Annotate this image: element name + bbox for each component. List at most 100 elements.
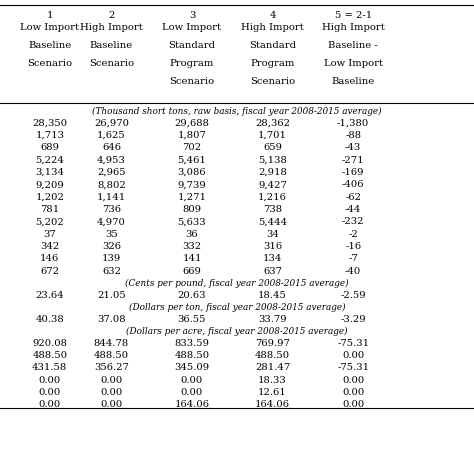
Text: 139: 139 bbox=[102, 255, 121, 264]
Text: 0.00: 0.00 bbox=[342, 351, 364, 360]
Text: 332: 332 bbox=[182, 242, 201, 251]
Text: 3,086: 3,086 bbox=[178, 168, 206, 177]
Text: Baseline -: Baseline - bbox=[328, 41, 378, 50]
Text: 1,216: 1,216 bbox=[258, 193, 287, 202]
Text: 21.05: 21.05 bbox=[97, 291, 126, 300]
Text: -88: -88 bbox=[345, 131, 361, 140]
Text: 12.61: 12.61 bbox=[258, 388, 287, 397]
Text: 18.33: 18.33 bbox=[258, 376, 287, 385]
Text: Baseline: Baseline bbox=[90, 41, 133, 50]
Text: 164.06: 164.06 bbox=[255, 401, 290, 410]
Text: High Import: High Import bbox=[322, 23, 384, 32]
Text: -232: -232 bbox=[342, 218, 365, 227]
Text: 3: 3 bbox=[189, 11, 195, 20]
Text: -62: -62 bbox=[345, 193, 361, 202]
Text: 28,362: 28,362 bbox=[255, 119, 290, 128]
Text: 844.78: 844.78 bbox=[94, 339, 129, 348]
Text: 9,427: 9,427 bbox=[258, 181, 287, 190]
Text: 34: 34 bbox=[266, 230, 279, 239]
Text: 0.00: 0.00 bbox=[181, 388, 203, 397]
Text: -1,380: -1,380 bbox=[337, 119, 369, 128]
Text: 0.00: 0.00 bbox=[181, 376, 203, 385]
Text: 669: 669 bbox=[182, 267, 201, 276]
Text: 316: 316 bbox=[263, 242, 282, 251]
Text: 326: 326 bbox=[102, 242, 121, 251]
Text: 488.50: 488.50 bbox=[255, 351, 290, 360]
Text: 702: 702 bbox=[182, 144, 201, 153]
Text: 488.50: 488.50 bbox=[32, 351, 67, 360]
Text: 659: 659 bbox=[263, 144, 282, 153]
Text: (Dollars per acre, fiscal year 2008-2015 average): (Dollars per acre, fiscal year 2008-2015… bbox=[126, 327, 348, 336]
Text: 26,970: 26,970 bbox=[94, 119, 129, 128]
Text: Scenario: Scenario bbox=[250, 77, 295, 86]
Text: High Import: High Import bbox=[80, 23, 143, 32]
Text: 431.58: 431.58 bbox=[32, 364, 67, 373]
Text: -271: -271 bbox=[342, 156, 365, 165]
Text: -44: -44 bbox=[345, 205, 361, 214]
Text: 769.97: 769.97 bbox=[255, 339, 290, 348]
Text: 40.38: 40.38 bbox=[36, 315, 64, 324]
Text: Scenario: Scenario bbox=[169, 77, 215, 86]
Text: Standard: Standard bbox=[168, 41, 216, 50]
Text: 0.00: 0.00 bbox=[342, 388, 364, 397]
Text: -406: -406 bbox=[342, 181, 365, 190]
Text: 146: 146 bbox=[40, 255, 59, 264]
Text: High Import: High Import bbox=[241, 23, 304, 32]
Text: (Cents per pound, fiscal year 2008-2015 average): (Cents per pound, fiscal year 2008-2015 … bbox=[125, 279, 349, 288]
Text: 632: 632 bbox=[102, 267, 121, 276]
Text: -2.59: -2.59 bbox=[340, 291, 366, 300]
Text: Program: Program bbox=[250, 59, 295, 68]
Text: 5,444: 5,444 bbox=[258, 218, 287, 227]
Text: 20.63: 20.63 bbox=[178, 291, 206, 300]
Text: 164.06: 164.06 bbox=[174, 401, 210, 410]
Text: -3.29: -3.29 bbox=[340, 315, 366, 324]
Text: 0.00: 0.00 bbox=[100, 401, 122, 410]
Text: 920.08: 920.08 bbox=[32, 339, 67, 348]
Text: 29,688: 29,688 bbox=[174, 119, 210, 128]
Text: 5,202: 5,202 bbox=[36, 218, 64, 227]
Text: (Dollars per ton, fiscal year 2008-2015 average): (Dollars per ton, fiscal year 2008-2015 … bbox=[128, 303, 346, 312]
Text: 9,209: 9,209 bbox=[36, 181, 64, 190]
Text: 36.55: 36.55 bbox=[178, 315, 206, 324]
Text: 689: 689 bbox=[40, 144, 59, 153]
Text: 342: 342 bbox=[40, 242, 59, 251]
Text: -43: -43 bbox=[345, 144, 361, 153]
Text: 5,224: 5,224 bbox=[36, 156, 64, 165]
Text: 5,461: 5,461 bbox=[178, 156, 206, 165]
Text: 1,713: 1,713 bbox=[35, 131, 64, 140]
Text: -40: -40 bbox=[345, 267, 361, 276]
Text: 0.00: 0.00 bbox=[342, 376, 364, 385]
Text: Low Import: Low Import bbox=[20, 23, 79, 32]
Text: 5 = 2-1: 5 = 2-1 bbox=[335, 11, 372, 20]
Text: 35: 35 bbox=[105, 230, 118, 239]
Text: 1,625: 1,625 bbox=[97, 131, 126, 140]
Text: -75.31: -75.31 bbox=[337, 364, 369, 373]
Text: 2,965: 2,965 bbox=[97, 168, 126, 177]
Text: (Thousand short tons, raw basis, fiscal year 2008-2015 average): (Thousand short tons, raw basis, fiscal … bbox=[92, 107, 382, 116]
Text: 781: 781 bbox=[40, 205, 59, 214]
Text: 28,350: 28,350 bbox=[32, 119, 67, 128]
Text: 637: 637 bbox=[263, 267, 282, 276]
Text: 0.00: 0.00 bbox=[100, 388, 122, 397]
Text: 488.50: 488.50 bbox=[174, 351, 210, 360]
Text: -169: -169 bbox=[342, 168, 365, 177]
Text: 1,202: 1,202 bbox=[36, 193, 64, 202]
Text: Scenario: Scenario bbox=[89, 59, 134, 68]
Text: 5,633: 5,633 bbox=[178, 218, 206, 227]
Text: 37: 37 bbox=[44, 230, 56, 239]
Text: 18.45: 18.45 bbox=[258, 291, 287, 300]
Text: 1,271: 1,271 bbox=[177, 193, 207, 202]
Text: 141: 141 bbox=[182, 255, 202, 264]
Text: -7: -7 bbox=[348, 255, 358, 264]
Text: Program: Program bbox=[170, 59, 214, 68]
Text: 736: 736 bbox=[102, 205, 121, 214]
Text: 646: 646 bbox=[102, 144, 121, 153]
Text: 0.00: 0.00 bbox=[39, 388, 61, 397]
Text: 2: 2 bbox=[108, 11, 115, 20]
Text: 0.00: 0.00 bbox=[342, 401, 364, 410]
Text: Baseline: Baseline bbox=[28, 41, 72, 50]
Text: Scenario: Scenario bbox=[27, 59, 73, 68]
Text: Low Import: Low Import bbox=[163, 23, 221, 32]
Text: 672: 672 bbox=[40, 267, 59, 276]
Text: 4,970: 4,970 bbox=[97, 218, 126, 227]
